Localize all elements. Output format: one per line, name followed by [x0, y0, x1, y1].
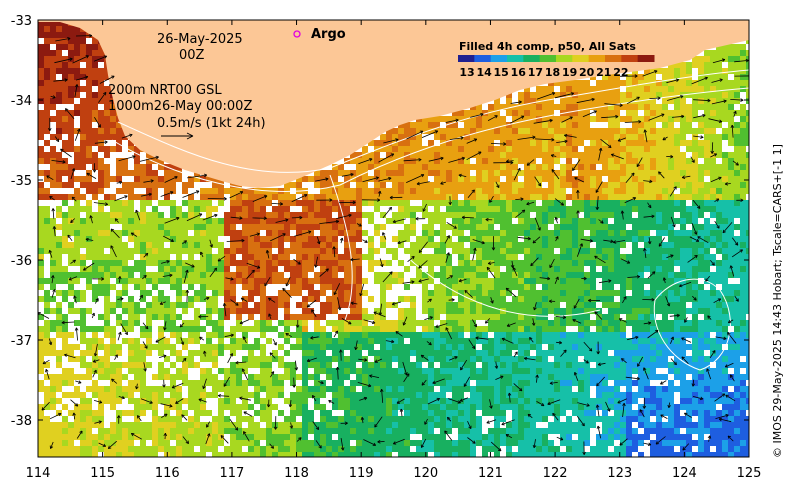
x-tick-label: 120 — [413, 466, 438, 481]
credit-text: © IMOS 29-May-2025 14:43 Hobart; Tscale=… — [771, 144, 784, 458]
x-tick-label: 115 — [90, 466, 115, 481]
colorbar-tick-label: 15 — [494, 66, 509, 79]
colorbar-swatch — [458, 55, 475, 62]
x-tick-label: 119 — [349, 466, 374, 481]
vector-scale-arrow — [161, 132, 194, 140]
x-axis: 114 115 116 117 118 119 120 121 122 123 124 125 — [26, 20, 762, 481]
colorbar-tick-label: 17 — [528, 66, 543, 79]
y-tick-label: -36 — [11, 254, 32, 269]
y-tick-label: -33 — [11, 14, 32, 29]
x-tick-label: 121 — [478, 466, 503, 481]
colorbar-tick-label: 16 — [511, 66, 527, 79]
y-axis: -33 -34 -35 -36 -37 -38 — [11, 14, 749, 429]
colorbar-swatch — [539, 55, 557, 62]
argo-legend-label: Argo — [311, 27, 346, 42]
x-tick-label: 124 — [672, 466, 697, 481]
colorbar-tick-label: 14 — [476, 66, 492, 79]
colorbar-swatch — [556, 55, 573, 62]
x-tick-label: 114 — [26, 466, 51, 481]
isobath-label: 200m NRT00 GSL — [108, 83, 222, 98]
plot-frame — [37, 19, 750, 458]
colorbar-swatch — [507, 55, 524, 62]
sst-field — [38, 20, 749, 457]
colorbar-tick-label: 22 — [613, 66, 628, 79]
colorbar-swatch — [490, 55, 508, 62]
x-tick-label: 116 — [155, 466, 180, 481]
x-tick-label: 123 — [607, 466, 632, 481]
x-tick-label: 118 — [284, 466, 309, 481]
colorbar-tick-label: 13 — [459, 66, 474, 79]
colorbar-swatch — [588, 55, 606, 62]
y-tick-label: -35 — [11, 174, 32, 189]
colorbar — [458, 55, 655, 62]
time-label: 00Z — [179, 48, 205, 63]
y-tick-label: -37 — [11, 334, 32, 349]
colorbar-swatch — [605, 55, 622, 62]
current-vectors — [38, 33, 749, 455]
date-label: 26-May-2025 — [157, 32, 243, 47]
colorbar-swatch — [474, 55, 492, 62]
x-tick-label: 125 — [737, 466, 762, 481]
vector-scale-label: 0.5m/s (1kt 24h) — [157, 116, 266, 131]
colorbar-tick-label: 20 — [579, 66, 595, 79]
colorbar-tick-label: 18 — [545, 66, 560, 79]
colorbar-ticks: 13 14 15 16 17 18 19 20 21 22 — [459, 66, 628, 79]
y-tick-label: -34 — [11, 94, 32, 109]
sst-cells — [38, 20, 749, 457]
colorbar-swatch — [621, 55, 639, 62]
isobath2-label: 1000m26-May 00:00Z — [108, 99, 252, 114]
x-tick-label: 117 — [219, 466, 244, 481]
colorbar-tick-label: 19 — [562, 66, 577, 79]
colorbar-title: Filled 4h comp, p50, All Sats — [459, 40, 636, 53]
colorbar-tick-label: 21 — [596, 66, 611, 79]
x-tick-label: 122 — [543, 466, 568, 481]
y-tick-label: -38 — [11, 414, 32, 429]
argo-float-marker — [293, 30, 301, 38]
colorbar-swatch — [637, 55, 655, 62]
colorbar-swatch — [523, 55, 541, 62]
colorbar-swatch — [572, 55, 590, 62]
